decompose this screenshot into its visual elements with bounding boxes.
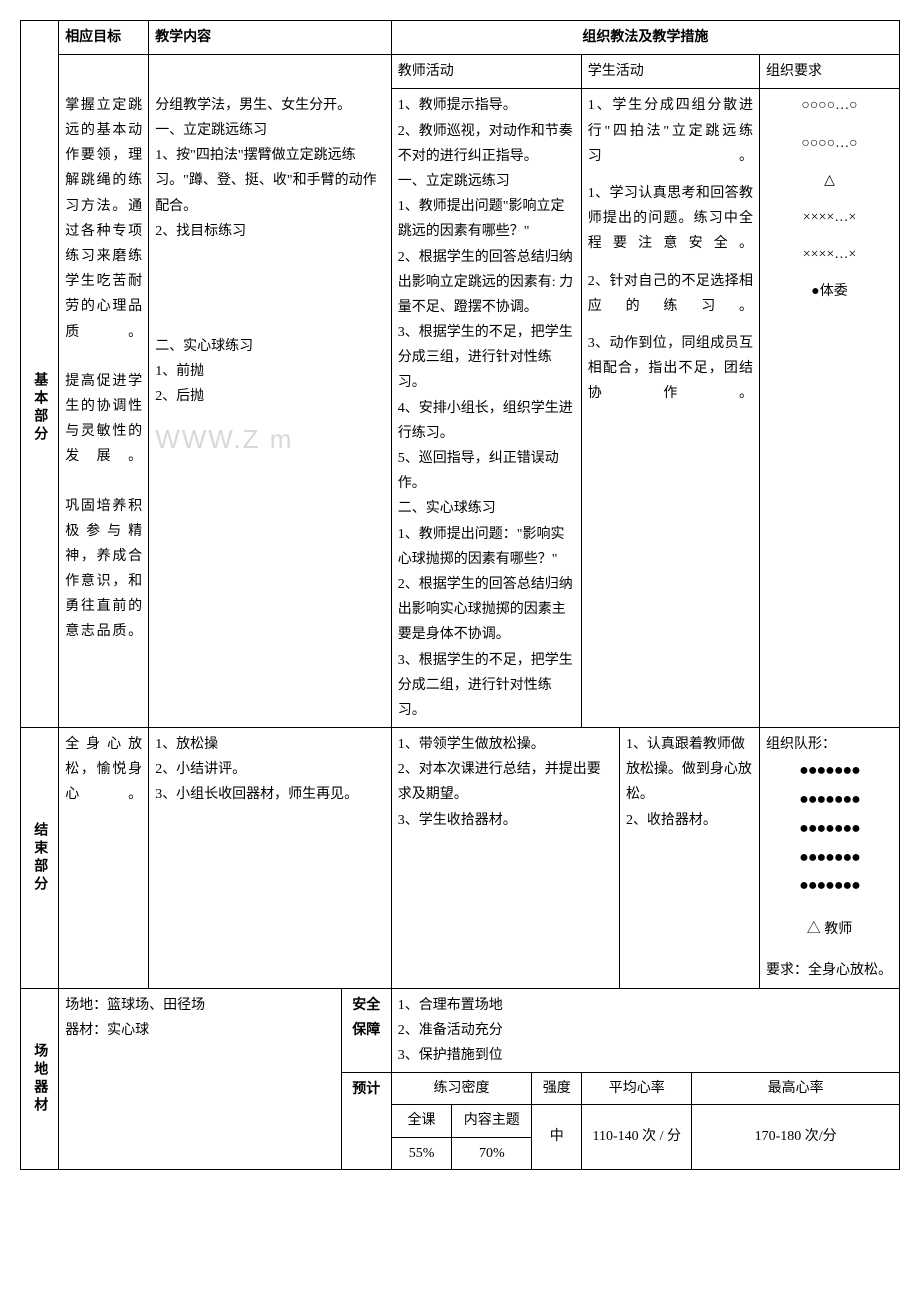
topic-label: 内容主题	[452, 1105, 532, 1137]
basic-student-2: 1、学习认真思考和回答教师提出的问题。练习中全程要注意安全。	[588, 181, 753, 257]
org-row2: ○○○○…○	[766, 131, 893, 156]
avghr-v: 110-140 次 / 分	[582, 1105, 692, 1169]
header-content: 教学内容	[149, 21, 392, 55]
venue-place: 场地：篮球场、田径场	[65, 993, 335, 1018]
venue-equip: 器材：实心球	[65, 1018, 335, 1043]
basic-content-b-2: 2、后抛	[155, 384, 385, 409]
end-student-2: 2、收拾器材。	[626, 808, 753, 833]
basic-teacher-b-title: 二、实心球练习	[398, 496, 575, 521]
safety-1: 1、合理布置场地	[398, 993, 893, 1018]
end-content-1: 1、放松操	[155, 732, 385, 757]
basic-content-a-title: 一、立定跳远练习	[155, 118, 385, 143]
end-student-1: 1、认真跟着教师做放松操。做到身心放松。	[626, 732, 753, 808]
basic-content-intro: 分组教学法，男生、女生分开。	[155, 93, 385, 118]
basic-student-1: 1、学生分成四组分散进行"四拍法"立定跳远练习。	[588, 93, 753, 169]
end-goal: 全身心放松，愉悦身心。	[65, 732, 142, 808]
venue-row1: 场地器材 场地：篮球场、田径场 器材：实心球 安全保障 1、合理布置场地 2、准…	[21, 988, 900, 1073]
intensity-v: 中	[532, 1105, 582, 1169]
org-row1: ○○○○…○	[766, 93, 893, 118]
basic-content-b-1: 1、前抛	[155, 359, 385, 384]
end-content-3: 3、小组长收回器材，师生再见。	[155, 782, 385, 807]
basic-content-a-2: 2、找目标练习	[155, 219, 385, 244]
end-teacher-3: 3、学生收拾器材。	[398, 808, 613, 833]
safety-label: 安全保障	[341, 988, 391, 1073]
section-basic: 基本部分	[21, 89, 59, 728]
header-method: 组织教法及教学措施	[391, 21, 899, 55]
basic-teacher-2: 2、教师巡视，对动作和节奏不对的进行纠正指导。	[398, 119, 575, 169]
lesson-plan-table: 相应目标 教学内容 组织教法及教学措施 教师活动 学生活动 组织要求 基本部分 …	[20, 20, 900, 1170]
end-org-teacher: △ 教师	[766, 917, 893, 942]
safety-3: 3、保护措施到位	[398, 1043, 893, 1068]
end-content-2: 2、小结讲评。	[155, 757, 385, 782]
end-org-req: 要求：全身心放松。	[766, 958, 893, 983]
basic-student-3: 2、针对自己的不足选择相应的练习。	[588, 269, 753, 319]
basic-goal1: 掌握立定跳远的基本动作要领，理解跳绳的练习方法。通过各种专项练习来磨练学生吃苦耐…	[65, 93, 142, 345]
end-teacher-1: 1、带领学生做放松操。	[398, 732, 613, 757]
basic-teacher-a-1: 1、教师提出问题"影响立定跳远的因素有哪些？"	[398, 194, 575, 244]
topic-v: 70%	[452, 1137, 532, 1169]
header-row: 相应目标 教学内容 组织教法及教学措施	[21, 21, 900, 55]
end-org-dots4: ●●●●●●●	[766, 844, 893, 873]
section-end: 结束部分	[21, 728, 59, 989]
full-label: 全课	[392, 1105, 452, 1137]
org-x1: ××××…×	[766, 205, 893, 230]
end-org-title: 组织队形：	[766, 732, 893, 757]
maxhr-v: 170-180 次/分	[692, 1105, 899, 1169]
end-org-dots3: ●●●●●●●	[766, 815, 893, 844]
org-x2: ××××…×	[766, 242, 893, 267]
basic-row: 基本部分 掌握立定跳远的基本动作要领，理解跳绳的练习方法。通过各种专项练习来磨练…	[21, 89, 900, 728]
safety-2: 2、准备活动充分	[398, 1018, 893, 1043]
org-tw: ●体委	[766, 279, 893, 304]
subheader-student: 学生活动	[581, 55, 759, 89]
subheader-teacher: 教师活动	[391, 55, 581, 89]
basic-content-a-1: 1、按"四拍法"摆臂做立定跳远练习。"蹲、登、挺、收"和手臂的动作配合。	[155, 143, 385, 219]
end-org-dots1: ●●●●●●●	[766, 757, 893, 786]
basic-teacher-b-3: 3、根据学生的不足，把学生分成二组，进行针对性练习。	[398, 648, 575, 724]
watermark-text: WWW.Z m	[155, 416, 385, 463]
basic-student-4: 3、动作到位，同组成员互相配合，指出不足，团结协作。	[588, 331, 753, 407]
header-goal: 相应目标	[59, 21, 149, 55]
basic-teacher-b-1: 1、教师提出问题："影响实心球抛掷的因素有哪些？"	[398, 522, 575, 572]
end-teacher-2: 2、对本次课进行总结，并提出要求及期望。	[398, 757, 613, 807]
maxhr-label: 最高心率	[692, 1073, 899, 1105]
basic-content-b-title: 二、实心球练习	[155, 334, 385, 359]
full-v: 55%	[392, 1137, 452, 1169]
basic-teacher-a-4: 4、安排小组长，组织学生进行练习。	[398, 396, 575, 446]
density-label: 练习密度	[392, 1073, 532, 1105]
subheader-org: 组织要求	[760, 55, 900, 89]
predict-label: 预计	[341, 1073, 391, 1170]
end-row: 结束部分 全身心放松，愉悦身心。 1、放松操 2、小结讲评。 3、小组长收回器材…	[21, 728, 900, 989]
section-venue: 场地器材	[21, 988, 59, 1169]
basic-goal2: 提高促进学生的协调性与灵敏性的发展。	[65, 369, 142, 470]
basic-teacher-a-3: 3、根据学生的不足，把学生分成三组，进行针对性练习。	[398, 320, 575, 396]
basic-teacher-1: 1、教师提示指导。	[398, 93, 575, 118]
basic-goal3: 巩固培养积极参与精神，养成合作意识，和勇往直前的意志品质。	[65, 494, 142, 645]
org-tri: △	[766, 168, 893, 193]
basic-teacher-a-title: 一、立定跳远练习	[398, 169, 575, 194]
end-org-dots5: ●●●●●●●	[766, 872, 893, 901]
basic-teacher-b-2: 2、根据学生的回答总结归纳出影响实心球抛掷的因素主要是身体不协调。	[398, 572, 575, 648]
basic-teacher-a-5: 5、巡回指导，纠正错误动作。	[398, 446, 575, 496]
avghr-label: 平均心率	[582, 1073, 692, 1105]
end-org-dots2: ●●●●●●●	[766, 786, 893, 815]
basic-teacher-a-2: 2、根据学生的回答总结归纳出影响立定跳远的因素有: 力量不足、蹬摆不协调。	[398, 245, 575, 321]
intensity-label: 强度	[532, 1073, 582, 1105]
predict-table: 练习密度 强度 平均心率 最高心率 全课 内容主题 中 110-140 次 / …	[392, 1073, 899, 1169]
subheader-row: 教师活动 学生活动 组织要求	[21, 55, 900, 89]
